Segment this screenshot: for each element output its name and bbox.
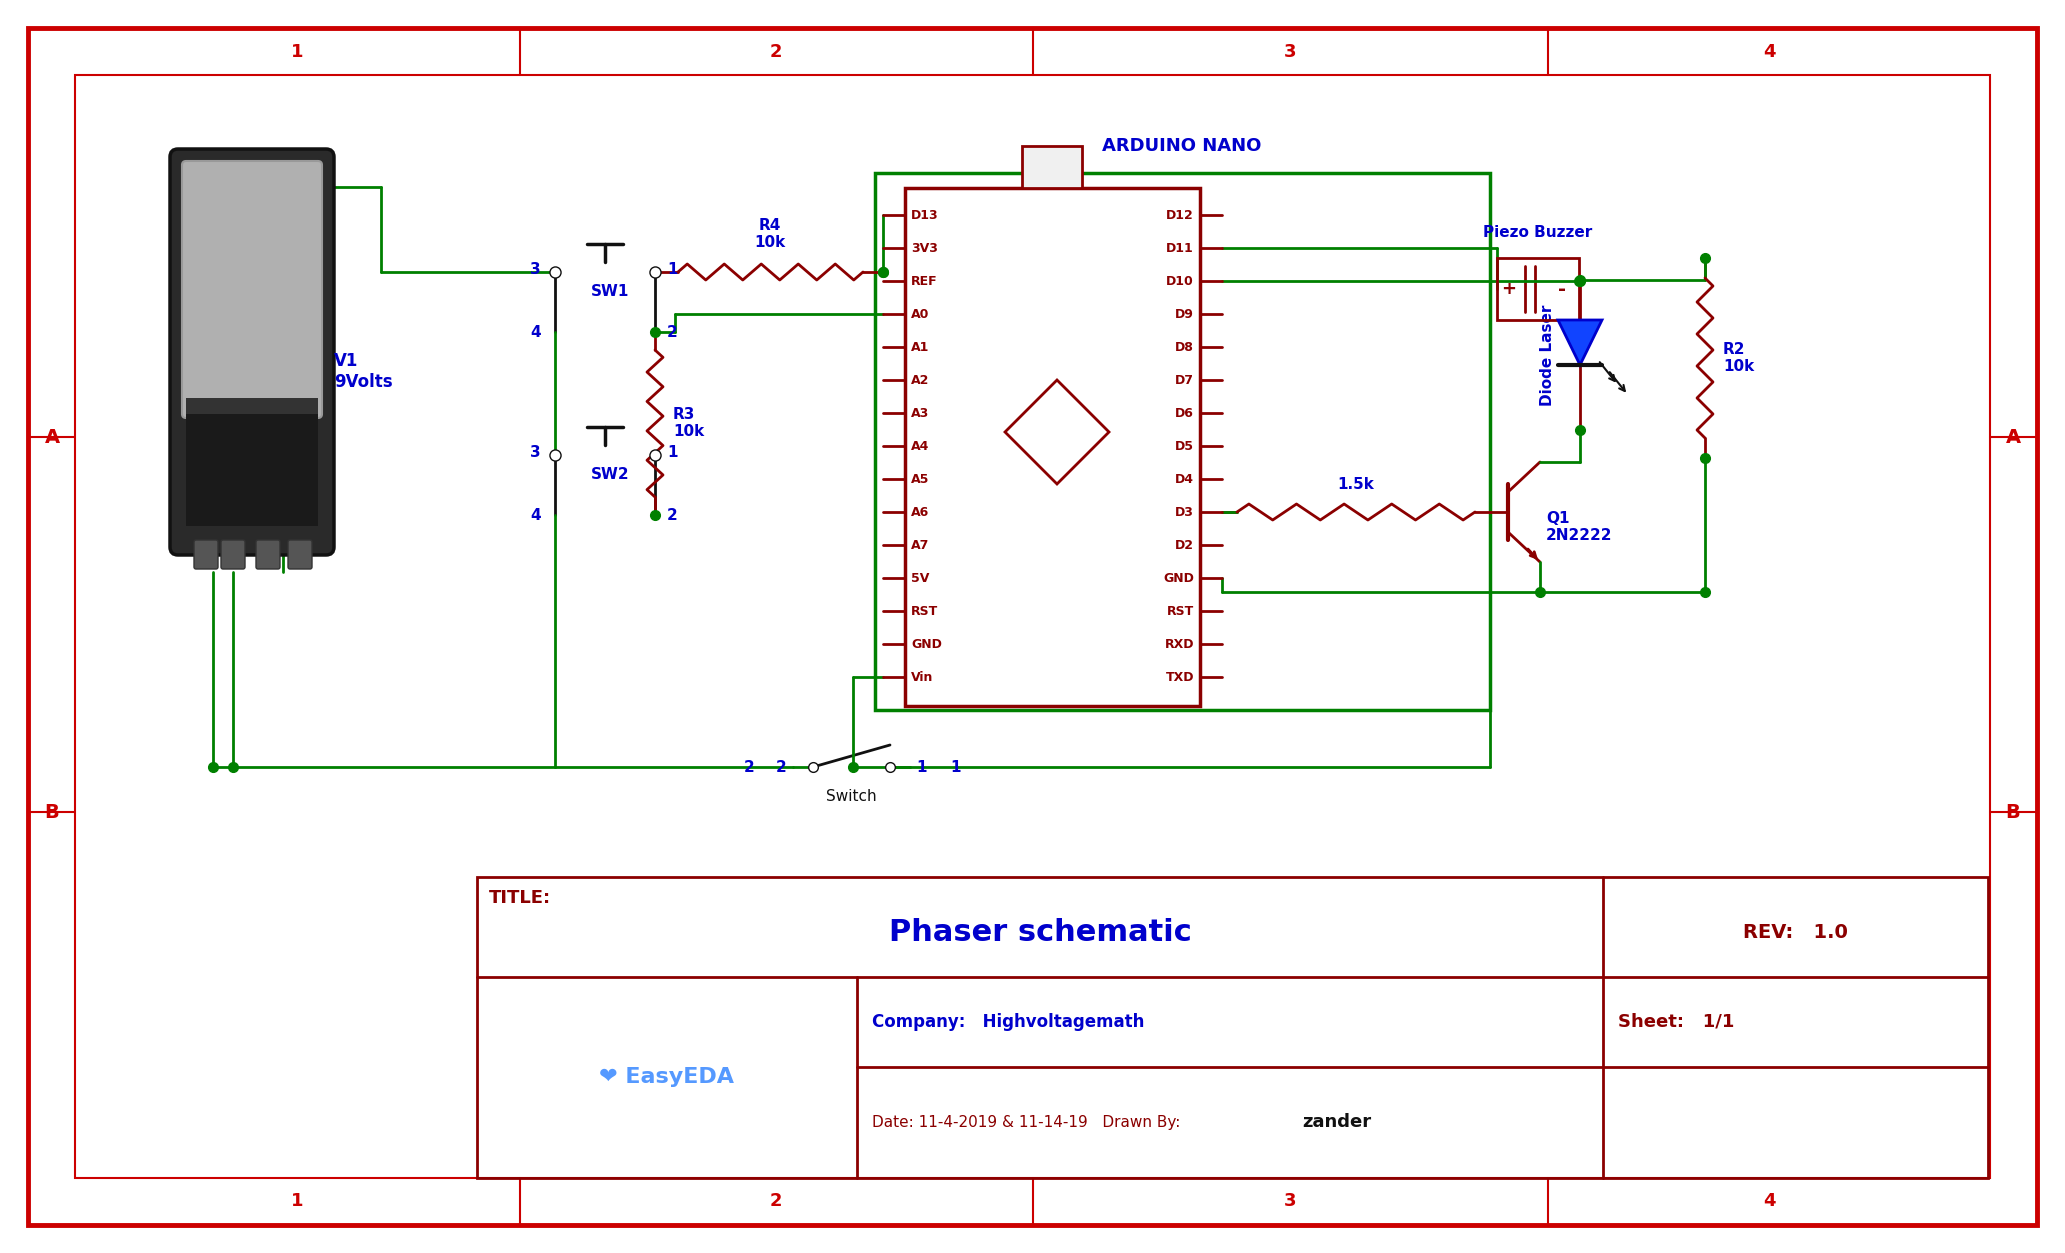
Text: V1
9Volts: V1 9Volts bbox=[335, 352, 392, 391]
Bar bbox=[477, 877, 1989, 1178]
Text: TITLE:: TITLE: bbox=[489, 888, 551, 907]
Text: Q1
2N2222: Q1 2N2222 bbox=[1547, 511, 1613, 544]
Bar bbox=[186, 413, 318, 526]
Text: Piezo Buzzer: Piezo Buzzer bbox=[1483, 226, 1592, 241]
Text: 1.5k: 1.5k bbox=[1338, 477, 1375, 492]
Bar bbox=[876, 173, 1491, 710]
Text: 3: 3 bbox=[531, 262, 541, 277]
Text: GND: GND bbox=[911, 638, 942, 650]
Text: D8: D8 bbox=[1175, 341, 1194, 353]
Text: 4: 4 bbox=[531, 507, 541, 523]
Text: R3
10k: R3 10k bbox=[673, 407, 704, 440]
Text: RST: RST bbox=[1167, 604, 1194, 618]
Text: TXD: TXD bbox=[1165, 670, 1194, 683]
Text: A3: A3 bbox=[911, 406, 929, 420]
Text: 2: 2 bbox=[770, 43, 783, 61]
Text: 2: 2 bbox=[770, 1192, 783, 1210]
Text: REV:   1.0: REV: 1.0 bbox=[1743, 922, 1848, 941]
Text: ARDUINO NANO: ARDUINO NANO bbox=[1103, 137, 1262, 155]
Text: 5V: 5V bbox=[911, 571, 929, 584]
Text: A: A bbox=[2005, 427, 2020, 446]
Text: 4: 4 bbox=[1764, 43, 1776, 61]
FancyBboxPatch shape bbox=[221, 540, 246, 569]
Text: Vin: Vin bbox=[911, 670, 933, 683]
Text: D10: D10 bbox=[1167, 274, 1194, 287]
Bar bbox=[1022, 147, 1082, 188]
Text: Diode Laser: Diode Laser bbox=[1540, 304, 1555, 406]
Text: 2: 2 bbox=[667, 325, 677, 340]
Text: B: B bbox=[45, 802, 60, 822]
Text: RST: RST bbox=[911, 604, 938, 618]
Text: D12: D12 bbox=[1167, 208, 1194, 222]
Text: A2: A2 bbox=[911, 373, 929, 386]
Text: R4
10k: R4 10k bbox=[754, 218, 785, 251]
Bar bbox=[904, 188, 1200, 705]
FancyBboxPatch shape bbox=[287, 540, 312, 569]
Text: 1: 1 bbox=[291, 43, 304, 61]
Text: GND: GND bbox=[1163, 571, 1194, 584]
FancyBboxPatch shape bbox=[169, 149, 335, 555]
Text: SW2: SW2 bbox=[591, 467, 630, 482]
Text: R2
10k: R2 10k bbox=[1722, 342, 1755, 375]
Text: D9: D9 bbox=[1175, 307, 1194, 321]
Text: 3V3: 3V3 bbox=[911, 242, 938, 254]
FancyBboxPatch shape bbox=[194, 540, 219, 569]
Text: RXD: RXD bbox=[1165, 638, 1194, 650]
Text: 1: 1 bbox=[917, 759, 927, 774]
Text: 2: 2 bbox=[743, 759, 756, 774]
Text: D11: D11 bbox=[1167, 242, 1194, 254]
Text: A0: A0 bbox=[911, 307, 929, 321]
Text: Date: 11-4-2019 & 11-14-19   Drawn By:: Date: 11-4-2019 & 11-14-19 Drawn By: bbox=[871, 1115, 1189, 1130]
Text: +: + bbox=[1501, 279, 1516, 298]
Text: 1: 1 bbox=[667, 262, 677, 277]
Text: -: - bbox=[1557, 279, 1565, 298]
Text: A: A bbox=[45, 427, 60, 446]
Text: A6: A6 bbox=[911, 505, 929, 519]
Text: 4: 4 bbox=[531, 325, 541, 340]
Text: zander: zander bbox=[1303, 1114, 1371, 1131]
Text: 3: 3 bbox=[531, 445, 541, 460]
Text: A5: A5 bbox=[911, 472, 929, 485]
Text: A1: A1 bbox=[911, 341, 929, 353]
Text: 1: 1 bbox=[950, 759, 960, 774]
Text: A7: A7 bbox=[911, 539, 929, 551]
Text: 4: 4 bbox=[1764, 1192, 1776, 1210]
FancyBboxPatch shape bbox=[182, 160, 322, 419]
Text: 3: 3 bbox=[1284, 1192, 1297, 1210]
Text: D6: D6 bbox=[1175, 406, 1194, 420]
Text: 2: 2 bbox=[776, 759, 787, 774]
Bar bbox=[1497, 258, 1580, 320]
Text: 1: 1 bbox=[291, 1192, 304, 1210]
Text: Sheet:   1/1: Sheet: 1/1 bbox=[1619, 1012, 1735, 1031]
Text: D5: D5 bbox=[1175, 440, 1194, 452]
Bar bbox=[74, 75, 1991, 1178]
Text: Company:   Highvoltagemath: Company: Highvoltagemath bbox=[871, 1012, 1144, 1031]
Text: Phaser schematic: Phaser schematic bbox=[888, 917, 1192, 946]
Text: D4: D4 bbox=[1175, 472, 1194, 485]
Text: 3: 3 bbox=[1284, 43, 1297, 61]
Text: SW1: SW1 bbox=[591, 284, 630, 299]
Text: B: B bbox=[2005, 802, 2020, 822]
Text: REF: REF bbox=[911, 274, 938, 287]
FancyBboxPatch shape bbox=[256, 540, 281, 569]
Text: D7: D7 bbox=[1175, 373, 1194, 386]
Text: Switch: Switch bbox=[826, 789, 876, 804]
Text: D2: D2 bbox=[1175, 539, 1194, 551]
Text: D13: D13 bbox=[911, 208, 940, 222]
Text: D3: D3 bbox=[1175, 505, 1194, 519]
Text: ❤ EasyEDA: ❤ EasyEDA bbox=[599, 1068, 735, 1088]
Polygon shape bbox=[1557, 320, 1602, 365]
Bar bbox=[186, 398, 318, 413]
Text: 1: 1 bbox=[667, 445, 677, 460]
Text: A4: A4 bbox=[911, 440, 929, 452]
Text: 2: 2 bbox=[667, 507, 677, 523]
